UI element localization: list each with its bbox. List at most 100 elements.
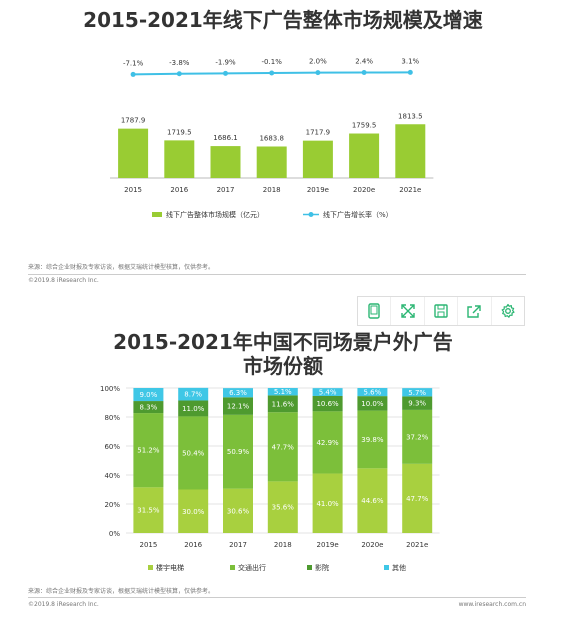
segment-label-影院-2020e: 10.0% — [361, 400, 384, 408]
segment-label-其他-2021e: 5.7% — [408, 389, 426, 397]
growth-label-2021e: 3.1% — [401, 57, 419, 65]
x-tick-label: 2020e — [361, 541, 383, 549]
segment-影院-2021e — [402, 396, 433, 410]
segment-楼宇电梯-2015 — [133, 487, 164, 533]
chart2-svg: 0% 20% 40% 60% 80% 100% 31.5% 51.2% 8.3% 9.0% 2015… — [100, 385, 440, 572]
x-tick-label: 2016 — [184, 541, 202, 549]
chart2-title: 2015-2021年中国不同场景户外广告 市场份额 — [0, 330, 566, 378]
segment-交通出行-2021e — [402, 409, 433, 464]
segment-交通出行-2020e — [357, 410, 388, 469]
segment-交通出行-2019e — [312, 411, 343, 474]
bar-size-2018 — [256, 146, 287, 178]
x-tick-label: 2018 — [274, 541, 292, 549]
segment-label-交通出行-2021e: 37.2% — [406, 433, 429, 441]
segment-label-楼宇电梯-2020e: 44.6% — [361, 497, 384, 505]
chart1-svg: 1787.9 2015 1719.5 2016 1686.1 2017 1683.8 2018… — [110, 57, 434, 219]
segment-label-影院-2019e: 10.6% — [316, 400, 339, 408]
segment-label-影院-2017: 12.1% — [227, 403, 250, 411]
bar-label-2016: 1719.5 — [167, 128, 192, 136]
legend-label-交通出行: 交通出行 — [238, 563, 266, 572]
x-tick-label: 2018 — [263, 186, 281, 194]
segment-影院-2018 — [267, 395, 298, 413]
segment-影院-2016 — [178, 400, 209, 417]
bar-label-2017: 1686.1 — [213, 134, 238, 142]
bar-label-2021e: 1813.5 — [398, 112, 423, 120]
x-tick-label: 2019e — [307, 186, 329, 194]
segment-label-交通出行-2018: 47.7% — [272, 443, 295, 451]
footer-2: 来源：综合企业财报及专家访谈，根据艾瑞统计模型核算，仅供参考。 ©2019.8 … — [28, 586, 526, 616]
legend-swatch-交通出行 — [230, 565, 235, 570]
legend-label-growth: 线下广告增长率（%） — [323, 210, 393, 219]
gear-icon[interactable] — [492, 297, 524, 325]
save-icon[interactable] — [425, 297, 459, 325]
segment-label-楼宇电梯-2018: 35.6% — [272, 504, 295, 512]
bar-size-2016 — [164, 140, 195, 178]
segment-label-交通出行-2016: 50.4% — [182, 449, 205, 457]
chart2-title-line1: 2015-2021年中国不同场景户外广告 — [113, 330, 453, 354]
growth-point-2015 — [130, 71, 136, 77]
x-tick-label: 2015 — [139, 541, 157, 549]
segment-其他-2018 — [267, 388, 298, 396]
y-tick-label: 60% — [104, 443, 120, 451]
segment-交通出行-2015 — [133, 413, 164, 488]
legend-label-其他: 其他 — [392, 563, 406, 572]
segment-label-交通出行-2017: 50.9% — [227, 448, 250, 456]
bar-label-2019e: 1717.9 — [306, 129, 331, 137]
copyright: ©2019.8 iResearch Inc. — [28, 277, 99, 284]
segment-label-交通出行-2019e: 42.9% — [316, 439, 339, 447]
source-note: 来源：综合企业财报及专家访谈，根据艾瑞统计模型核算，仅供参考。 — [28, 588, 215, 595]
segment-影院-2019e — [312, 395, 343, 412]
growth-label-2020e: 2.4% — [355, 58, 373, 66]
segment-影院-2020e — [357, 396, 388, 411]
divider — [28, 597, 526, 598]
segment-影院-2017 — [223, 397, 253, 415]
segment-楼宇电梯-2021e — [402, 463, 433, 533]
expand-icon[interactable] — [391, 297, 425, 325]
segment-其他-2020e — [357, 388, 388, 397]
segment-label-交通出行-2015: 51.2% — [137, 447, 160, 455]
share-icon[interactable] — [458, 297, 492, 325]
y-tick-label: 0% — [109, 530, 120, 538]
growth-point-2019e — [315, 70, 321, 76]
legend-swatch-其他 — [384, 565, 389, 570]
legend-label-size: 线下广告整体市场规模（亿元） — [166, 210, 264, 219]
x-tick-label: 2021e — [406, 541, 428, 549]
growth-point-2017 — [223, 70, 228, 76]
segment-label-其他-2020e: 5.6% — [364, 389, 382, 397]
growth-point-2018 — [269, 70, 275, 76]
bar-label-2018: 1683.8 — [259, 134, 284, 142]
segment-交通出行-2018 — [267, 412, 298, 482]
growth-point-2021e — [407, 69, 413, 75]
divider — [28, 274, 526, 275]
x-tick-label: 2017 — [217, 186, 235, 194]
x-tick-label: 2019e — [317, 541, 339, 549]
bar-size-2015 — [118, 128, 149, 178]
growth-point-2016 — [176, 71, 182, 77]
segment-label-楼宇电梯-2015: 31.5% — [137, 507, 160, 515]
bar-size-2019e — [302, 140, 333, 178]
tablet-icon[interactable] — [358, 297, 392, 325]
x-tick-label: 2015 — [124, 186, 142, 194]
legend-swatch-size — [152, 212, 162, 217]
segment-label-其他-2016: 8.7% — [184, 391, 202, 399]
bar-label-2015: 1787.9 — [121, 117, 146, 125]
segment-交通出行-2017 — [223, 414, 253, 489]
footer-1: 来源：综合企业财报及专家访谈，根据艾瑞统计模型核算，仅供参考。 ©2019.8 … — [28, 258, 526, 288]
legend-label-楼宇电梯: 楼宇电梯 — [156, 563, 184, 572]
segment-label-影院-2018: 11.6% — [272, 400, 295, 408]
chart1-title: 2015-2021年线下广告整体市场规模及增速 — [83, 8, 483, 32]
segment-楼宇电梯-2018 — [267, 481, 298, 533]
website-url: www.iresearch.com.cn — [458, 601, 526, 608]
x-tick-label: 2021e — [399, 186, 421, 194]
legend-label-影院: 影院 — [315, 563, 329, 572]
growth-point-2020e — [361, 70, 367, 76]
segment-label-影院-2015: 8.3% — [140, 404, 158, 412]
segment-label-影院-2021e: 9.3% — [408, 400, 426, 408]
segment-其他-2019e — [312, 388, 343, 396]
x-tick-label: 2017 — [229, 541, 247, 549]
segment-label-其他-2019e: 5.4% — [319, 389, 337, 397]
x-tick-label: 2016 — [170, 186, 188, 194]
segment-label-楼宇电梯-2016: 30.0% — [182, 508, 205, 516]
copyright: ©2019.8 iResearch Inc. — [28, 601, 99, 608]
y-tick-label: 20% — [104, 501, 120, 509]
